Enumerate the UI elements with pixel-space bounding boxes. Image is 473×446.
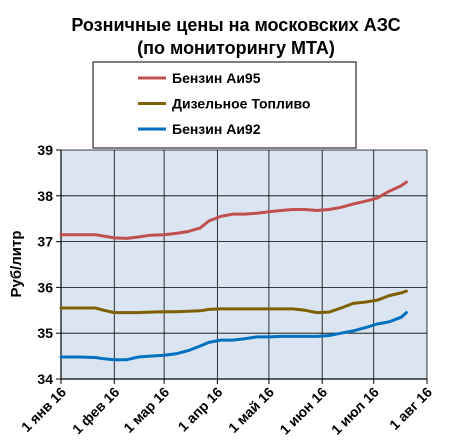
series-line-diesel [59,289,408,315]
x-tick-label: 1 янв 16 [18,384,69,435]
plot-area [61,150,427,379]
legend-box [92,61,357,149]
legend-label-ai92: Бензин Аи92 [172,121,261,137]
chart-title: Розничные цены на московских АЗС [71,15,400,35]
series-line-ai92 [59,311,408,362]
series-line-ai95 [59,180,408,240]
y-axis-label: Руб/литр [8,230,25,297]
x-tick-label: 1 мар 16 [120,384,172,436]
x-tick-label: 1 май 16 [225,384,277,436]
x-tick-label: 1 июл 16 [328,384,382,438]
y-tick-label: 34 [37,371,53,387]
x-tick-label: 1 фев 16 [69,384,123,438]
y-tick-label: 38 [37,188,53,204]
y-tick-label: 35 [37,325,53,341]
y-tick-labels: 34 35 36 37 38 39 [37,142,53,387]
legend-label-ai95: Бензин Аи95 [172,70,261,86]
y-tick-label: 37 [37,234,53,250]
x-tick-labels: 1 янв 16 1 фев 161 мар 16 1 апр 16 1 май 16… [18,384,435,438]
y-tick-label: 36 [37,279,53,295]
axes [56,149,428,384]
legend: Бензин Аи95 Дизельное Топливо Бензин Аи92 [138,70,310,137]
chart-subtitle: (по мониторингу МТА) [137,38,335,58]
legend-label-diesel: Дизельное Топливо [172,96,310,112]
x-tick-label: 1 авг 16 [386,384,435,433]
x-tick-label: 1 июн 16 [276,384,330,438]
x-tick-label: 1 апр 16 [175,384,226,435]
y-tick-label: 39 [37,142,53,158]
series-lines [59,180,408,362]
